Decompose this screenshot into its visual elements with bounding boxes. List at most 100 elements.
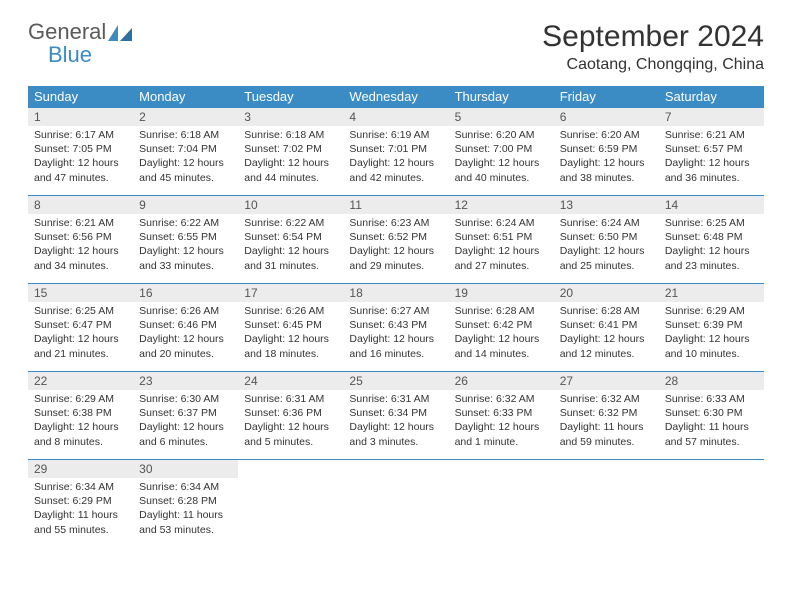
calendar-cell: 4Sunrise: 6:19 AMSunset: 7:01 PMDaylight… bbox=[343, 108, 448, 196]
sunset: Sunset: 7:00 PM bbox=[455, 142, 548, 156]
calendar-cell: 28Sunrise: 6:33 AMSunset: 6:30 PMDayligh… bbox=[659, 372, 764, 460]
calendar-cell: 1Sunrise: 6:17 AMSunset: 7:05 PMDaylight… bbox=[28, 108, 133, 196]
calendar-cell: 18Sunrise: 6:27 AMSunset: 6:43 PMDayligh… bbox=[343, 284, 448, 372]
calendar-cell: 22Sunrise: 6:29 AMSunset: 6:38 PMDayligh… bbox=[28, 372, 133, 460]
daylight-line2: and 23 minutes. bbox=[665, 259, 758, 273]
sunrise: Sunrise: 6:18 AM bbox=[139, 128, 232, 142]
day-number: 23 bbox=[133, 372, 238, 390]
calendar-cell: .. bbox=[449, 460, 554, 548]
daylight-line2: and 1 minute. bbox=[455, 435, 548, 449]
daylight-line2: and 55 minutes. bbox=[34, 523, 127, 537]
sunrise: Sunrise: 6:30 AM bbox=[139, 392, 232, 406]
daylight-line2: and 36 minutes. bbox=[665, 171, 758, 185]
calendar-cell: 6Sunrise: 6:20 AMSunset: 6:59 PMDaylight… bbox=[554, 108, 659, 196]
day-number: 12 bbox=[449, 196, 554, 214]
daylight-line1: Daylight: 11 hours bbox=[560, 420, 653, 434]
daylight-line2: and 42 minutes. bbox=[349, 171, 442, 185]
day-number: 27 bbox=[554, 372, 659, 390]
calendar-cell: 17Sunrise: 6:26 AMSunset: 6:45 PMDayligh… bbox=[238, 284, 343, 372]
daylight-line1: Daylight: 12 hours bbox=[139, 420, 232, 434]
daylight-line1: Daylight: 12 hours bbox=[244, 244, 337, 258]
day-number: 15 bbox=[28, 284, 133, 302]
daylight-line1: Daylight: 12 hours bbox=[139, 332, 232, 346]
daylight-line2: and 40 minutes. bbox=[455, 171, 548, 185]
calendar-cell: 2Sunrise: 6:18 AMSunset: 7:04 PMDaylight… bbox=[133, 108, 238, 196]
sunset: Sunset: 6:46 PM bbox=[139, 318, 232, 332]
day-details: Sunrise: 6:34 AMSunset: 6:28 PMDaylight:… bbox=[133, 478, 238, 541]
day-number: 16 bbox=[133, 284, 238, 302]
daylight-line2: and 31 minutes. bbox=[244, 259, 337, 273]
day-number: 9 bbox=[133, 196, 238, 214]
sunset: Sunset: 7:01 PM bbox=[349, 142, 442, 156]
sunrise: Sunrise: 6:24 AM bbox=[455, 216, 548, 230]
day-details: Sunrise: 6:27 AMSunset: 6:43 PMDaylight:… bbox=[343, 302, 448, 365]
calendar: SundayMondayTuesdayWednesdayThursdayFrid… bbox=[28, 86, 764, 548]
sunset: Sunset: 6:48 PM bbox=[665, 230, 758, 244]
daylight-line1: Daylight: 12 hours bbox=[244, 156, 337, 170]
daylight-line2: and 21 minutes. bbox=[34, 347, 127, 361]
sunrise: Sunrise: 6:34 AM bbox=[139, 480, 232, 494]
daylight-line1: Daylight: 12 hours bbox=[560, 332, 653, 346]
day-details: Sunrise: 6:18 AMSunset: 7:04 PMDaylight:… bbox=[133, 126, 238, 189]
day-number: 30 bbox=[133, 460, 238, 478]
sunrise: Sunrise: 6:29 AM bbox=[34, 392, 127, 406]
logo-general: General bbox=[28, 20, 106, 43]
daylight-line1: Daylight: 12 hours bbox=[349, 420, 442, 434]
day-number: 21 bbox=[659, 284, 764, 302]
daylight-line2: and 29 minutes. bbox=[349, 259, 442, 273]
sunset: Sunset: 6:39 PM bbox=[665, 318, 758, 332]
sunset: Sunset: 7:02 PM bbox=[244, 142, 337, 156]
daylight-line2: and 3 minutes. bbox=[349, 435, 442, 449]
day-details: Sunrise: 6:17 AMSunset: 7:05 PMDaylight:… bbox=[28, 126, 133, 189]
day-details: Sunrise: 6:18 AMSunset: 7:02 PMDaylight:… bbox=[238, 126, 343, 189]
sunrise: Sunrise: 6:26 AM bbox=[244, 304, 337, 318]
day-details: Sunrise: 6:21 AMSunset: 6:56 PMDaylight:… bbox=[28, 214, 133, 277]
calendar-cell: 23Sunrise: 6:30 AMSunset: 6:37 PMDayligh… bbox=[133, 372, 238, 460]
day-details: Sunrise: 6:28 AMSunset: 6:42 PMDaylight:… bbox=[449, 302, 554, 365]
logo-sail-icon bbox=[108, 23, 132, 41]
sunrise: Sunrise: 6:33 AM bbox=[665, 392, 758, 406]
calendar-cell: .. bbox=[554, 460, 659, 548]
sunset: Sunset: 6:45 PM bbox=[244, 318, 337, 332]
calendar-cell: 9Sunrise: 6:22 AMSunset: 6:55 PMDaylight… bbox=[133, 196, 238, 284]
daylight-line2: and 34 minutes. bbox=[34, 259, 127, 273]
calendar-cell: 3Sunrise: 6:18 AMSunset: 7:02 PMDaylight… bbox=[238, 108, 343, 196]
calendar-body: 1Sunrise: 6:17 AMSunset: 7:05 PMDaylight… bbox=[28, 108, 764, 548]
daylight-line1: Daylight: 12 hours bbox=[455, 332, 548, 346]
calendar-cell: 26Sunrise: 6:32 AMSunset: 6:33 PMDayligh… bbox=[449, 372, 554, 460]
sunrise: Sunrise: 6:21 AM bbox=[665, 128, 758, 142]
day-details: Sunrise: 6:24 AMSunset: 6:50 PMDaylight:… bbox=[554, 214, 659, 277]
day-number: 10 bbox=[238, 196, 343, 214]
daylight-line2: and 59 minutes. bbox=[560, 435, 653, 449]
day-number: 3 bbox=[238, 108, 343, 126]
sunset: Sunset: 6:34 PM bbox=[349, 406, 442, 420]
sunrise: Sunrise: 6:24 AM bbox=[560, 216, 653, 230]
daylight-line1: Daylight: 12 hours bbox=[244, 420, 337, 434]
sunrise: Sunrise: 6:20 AM bbox=[455, 128, 548, 142]
day-details: Sunrise: 6:31 AMSunset: 6:36 PMDaylight:… bbox=[238, 390, 343, 453]
day-number: 22 bbox=[28, 372, 133, 390]
day-details: Sunrise: 6:32 AMSunset: 6:32 PMDaylight:… bbox=[554, 390, 659, 453]
calendar-cell: 5Sunrise: 6:20 AMSunset: 7:00 PMDaylight… bbox=[449, 108, 554, 196]
sunset: Sunset: 6:36 PM bbox=[244, 406, 337, 420]
sunrise: Sunrise: 6:22 AM bbox=[139, 216, 232, 230]
daylight-line2: and 8 minutes. bbox=[34, 435, 127, 449]
daylight-line1: Daylight: 12 hours bbox=[349, 244, 442, 258]
calendar-cell: .. bbox=[238, 460, 343, 548]
calendar-cell: 20Sunrise: 6:28 AMSunset: 6:41 PMDayligh… bbox=[554, 284, 659, 372]
day-details: Sunrise: 6:34 AMSunset: 6:29 PMDaylight:… bbox=[28, 478, 133, 541]
sunrise: Sunrise: 6:31 AM bbox=[244, 392, 337, 406]
sunset: Sunset: 6:50 PM bbox=[560, 230, 653, 244]
sunset: Sunset: 6:56 PM bbox=[34, 230, 127, 244]
daylight-line2: and 20 minutes. bbox=[139, 347, 232, 361]
sunset: Sunset: 6:54 PM bbox=[244, 230, 337, 244]
calendar-cell: 11Sunrise: 6:23 AMSunset: 6:52 PMDayligh… bbox=[343, 196, 448, 284]
day-number: 19 bbox=[449, 284, 554, 302]
day-number: 28 bbox=[659, 372, 764, 390]
day-details: Sunrise: 6:19 AMSunset: 7:01 PMDaylight:… bbox=[343, 126, 448, 189]
day-number: 2 bbox=[133, 108, 238, 126]
sunrise: Sunrise: 6:28 AM bbox=[455, 304, 548, 318]
day-details: Sunrise: 6:30 AMSunset: 6:37 PMDaylight:… bbox=[133, 390, 238, 453]
sunrise: Sunrise: 6:21 AM bbox=[34, 216, 127, 230]
calendar-cell: 30Sunrise: 6:34 AMSunset: 6:28 PMDayligh… bbox=[133, 460, 238, 548]
